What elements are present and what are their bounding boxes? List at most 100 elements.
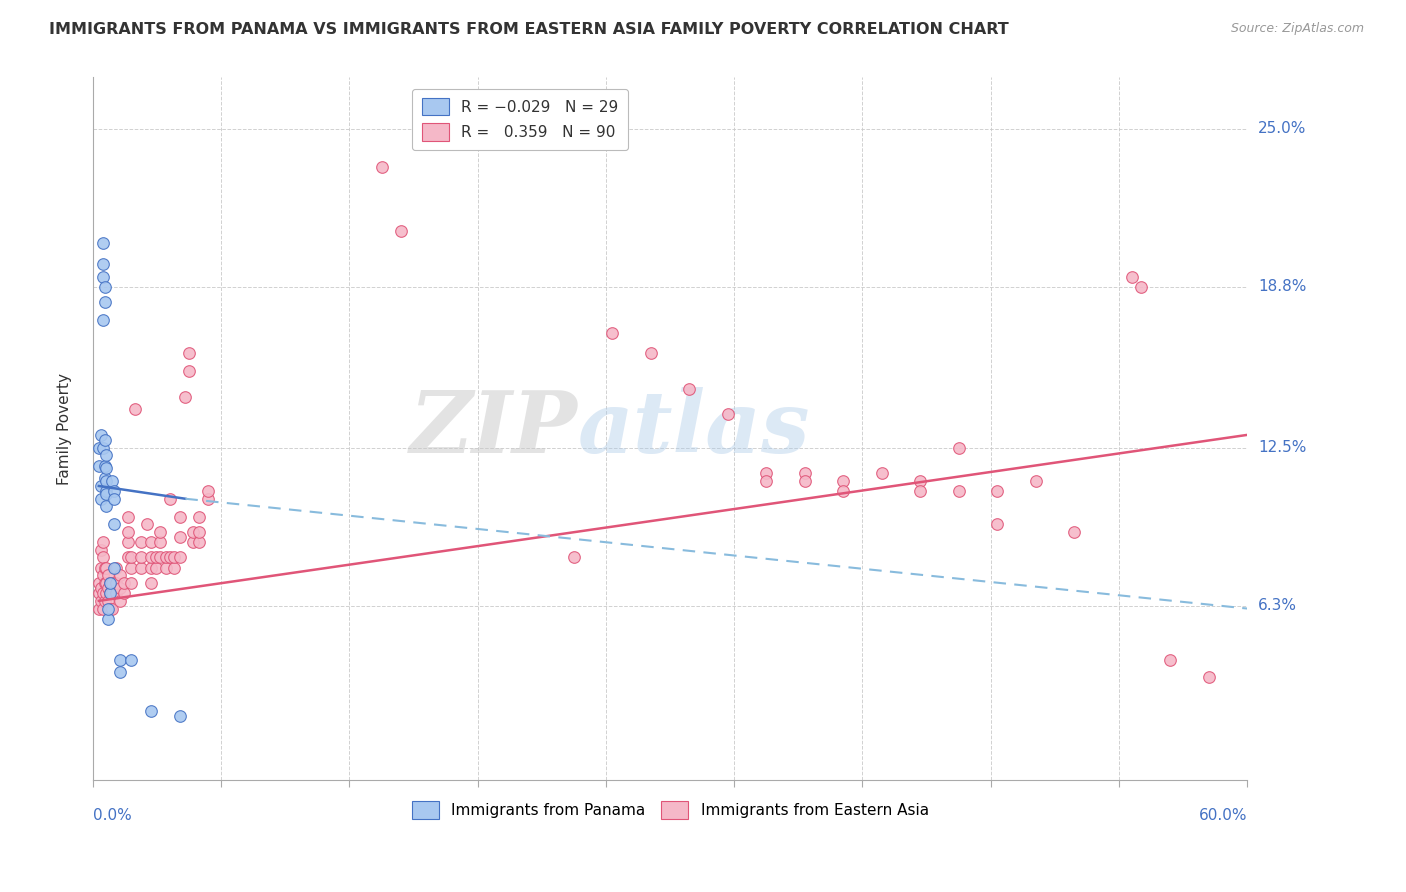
Point — [129, 535, 152, 549]
Point — [179, 346, 201, 360]
Point — [948, 441, 970, 455]
Point — [101, 576, 124, 591]
Point — [145, 560, 167, 574]
Text: 60.0%: 60.0% — [1199, 807, 1247, 822]
Point — [91, 441, 114, 455]
Point — [174, 390, 197, 404]
Point — [179, 364, 201, 378]
Point — [169, 550, 191, 565]
Point — [187, 509, 209, 524]
Point — [105, 576, 128, 591]
Point — [91, 269, 114, 284]
Point — [793, 474, 815, 488]
Point — [87, 601, 110, 615]
Point — [135, 517, 157, 532]
Point — [103, 517, 125, 532]
Point — [678, 382, 700, 396]
Point — [87, 441, 110, 455]
Point — [117, 535, 139, 549]
Point — [717, 408, 740, 422]
Point — [129, 560, 152, 574]
Point — [103, 484, 125, 499]
Text: 18.8%: 18.8% — [1258, 279, 1306, 294]
Point — [97, 612, 120, 626]
Point — [187, 524, 209, 539]
Point — [197, 491, 219, 506]
Point — [1025, 474, 1047, 488]
Text: 0.0%: 0.0% — [93, 807, 132, 822]
Point — [96, 486, 118, 500]
Point — [108, 665, 131, 680]
Point — [181, 535, 204, 549]
Point — [96, 448, 118, 462]
Point — [562, 550, 585, 565]
Point — [1130, 280, 1153, 294]
Point — [139, 576, 162, 591]
Point — [108, 581, 131, 595]
Point — [93, 560, 115, 574]
Point — [389, 224, 412, 238]
Point — [96, 484, 118, 499]
Point — [755, 474, 778, 488]
Point — [159, 550, 181, 565]
Point — [181, 524, 204, 539]
Point — [96, 461, 118, 475]
Point — [149, 535, 172, 549]
Point — [640, 346, 662, 360]
Point — [101, 601, 124, 615]
Point — [97, 594, 120, 608]
Point — [87, 576, 110, 591]
Point — [90, 581, 112, 595]
Point — [948, 484, 970, 499]
Point — [145, 550, 167, 565]
Point — [187, 535, 209, 549]
Point — [93, 458, 115, 473]
Point — [602, 326, 624, 340]
Point — [159, 491, 181, 506]
Point — [96, 500, 118, 514]
Point — [169, 708, 191, 723]
Text: 12.5%: 12.5% — [1258, 440, 1306, 455]
Point — [91, 313, 114, 327]
Point — [129, 550, 152, 565]
Point — [90, 428, 112, 442]
Point — [90, 479, 112, 493]
Point — [121, 550, 143, 565]
Point — [98, 601, 121, 615]
Point — [98, 576, 121, 591]
Legend: Immigrants from Panama, Immigrants from Eastern Asia: Immigrants from Panama, Immigrants from … — [405, 795, 935, 824]
Point — [98, 586, 121, 600]
Point — [121, 652, 143, 666]
Point — [96, 474, 118, 488]
Point — [139, 560, 162, 574]
Point — [93, 433, 115, 447]
Point — [101, 586, 124, 600]
Point — [98, 586, 121, 600]
Point — [139, 704, 162, 718]
Point — [93, 295, 115, 310]
Text: atlas: atlas — [578, 387, 810, 470]
Point — [112, 586, 135, 600]
Point — [1159, 652, 1181, 666]
Point — [90, 491, 112, 506]
Point — [163, 560, 186, 574]
Point — [124, 402, 146, 417]
Point — [108, 594, 131, 608]
Point — [96, 560, 118, 574]
Point — [90, 560, 112, 574]
Point — [793, 467, 815, 481]
Point — [163, 550, 186, 565]
Point — [1198, 670, 1220, 684]
Point — [117, 509, 139, 524]
Text: IMMIGRANTS FROM PANAMA VS IMMIGRANTS FROM EASTERN ASIA FAMILY POVERTY CORRELATIO: IMMIGRANTS FROM PANAMA VS IMMIGRANTS FRO… — [49, 22, 1010, 37]
Point — [121, 560, 143, 574]
Point — [139, 550, 162, 565]
Point — [755, 467, 778, 481]
Point — [93, 576, 115, 591]
Point — [93, 594, 115, 608]
Point — [91, 550, 114, 565]
Point — [97, 601, 120, 615]
Point — [169, 509, 191, 524]
Point — [90, 594, 112, 608]
Text: 25.0%: 25.0% — [1258, 121, 1306, 136]
